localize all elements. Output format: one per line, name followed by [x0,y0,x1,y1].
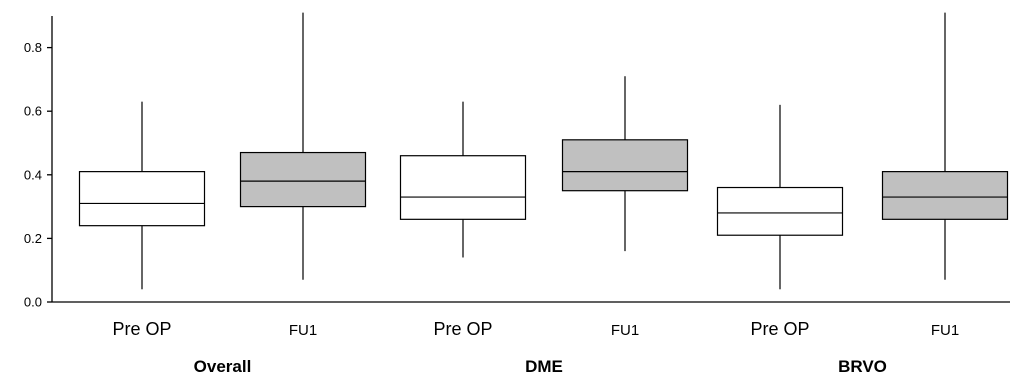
y-tick-label: 0.2 [24,231,42,246]
box-overall-fu1 [241,13,366,280]
x-category-labels: Pre OP FU1 Pre OP FU1 Pre OP FU1 [112,319,959,339]
x-category-label: FU1 [289,322,317,339]
box-iqr [80,172,205,226]
y-tick-label: 0.8 [24,40,42,55]
y-tick-label: 0.6 [24,104,42,119]
group-labels: Overall DME BRVO [194,357,887,376]
box-series [80,13,1008,290]
x-category-label: Pre OP [750,319,809,339]
x-category-label: Pre OP [112,319,171,339]
x-category-label: FU1 [611,322,639,339]
x-category-label: Pre OP [433,319,492,339]
box-iqr [718,188,843,236]
box-iqr [563,140,688,191]
y-tick-label: 0.0 [24,295,42,310]
box-iqr [401,156,526,220]
box-dme-fu1 [563,76,688,251]
box-dme-pre-op [401,102,526,258]
box-iqr [241,153,366,207]
group-label: Overall [194,357,252,376]
box-iqr [883,172,1008,220]
box-brvo-pre-op [718,105,843,289]
group-label: DME [525,357,563,376]
x-category-label: FU1 [931,322,959,339]
box-brvo-fu1 [883,13,1008,280]
y-tick-label: 0.4 [24,167,42,182]
group-label: BRVO [838,357,887,376]
box-overall-pre-op [80,102,205,290]
y-axis: 0.0 0.2 0.4 0.6 0.8 [24,16,52,310]
